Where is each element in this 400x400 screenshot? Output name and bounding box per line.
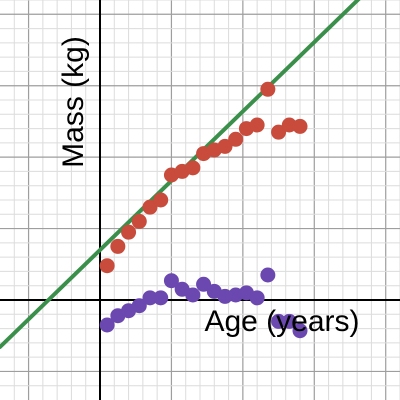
data-point-series-1 xyxy=(185,160,201,176)
y-axis-label: Mass (kg) xyxy=(57,36,90,168)
data-point-series-2 xyxy=(271,313,287,329)
data-point-series-2 xyxy=(281,313,297,329)
data-point-series-2 xyxy=(142,290,158,306)
data-point-series-2 xyxy=(163,273,179,289)
data-point-series-2 xyxy=(249,290,265,306)
data-point-series-2 xyxy=(131,298,147,314)
data-point-series-1 xyxy=(217,138,233,154)
data-point-series-2 xyxy=(196,276,212,292)
data-point-series-1 xyxy=(292,118,308,134)
x-axis-label: Age (years) xyxy=(204,305,359,338)
data-point-series-2 xyxy=(260,267,276,283)
data-point-series-2 xyxy=(185,287,201,303)
data-point-series-2 xyxy=(153,290,169,306)
data-point-series-1 xyxy=(260,81,276,97)
data-point-series-1 xyxy=(153,192,169,208)
data-point-series-1 xyxy=(271,124,287,140)
data-point-series-2 xyxy=(292,323,308,339)
data-point-series-1 xyxy=(99,258,115,274)
data-points xyxy=(99,81,308,339)
data-point-series-1 xyxy=(121,224,137,240)
data-point-series-1 xyxy=(228,131,244,147)
data-point-series-1 xyxy=(249,117,265,133)
data-point-series-1 xyxy=(142,199,158,215)
data-point-series-2 xyxy=(99,317,115,333)
data-point-series-1 xyxy=(131,213,147,229)
data-point-series-1 xyxy=(110,238,126,254)
